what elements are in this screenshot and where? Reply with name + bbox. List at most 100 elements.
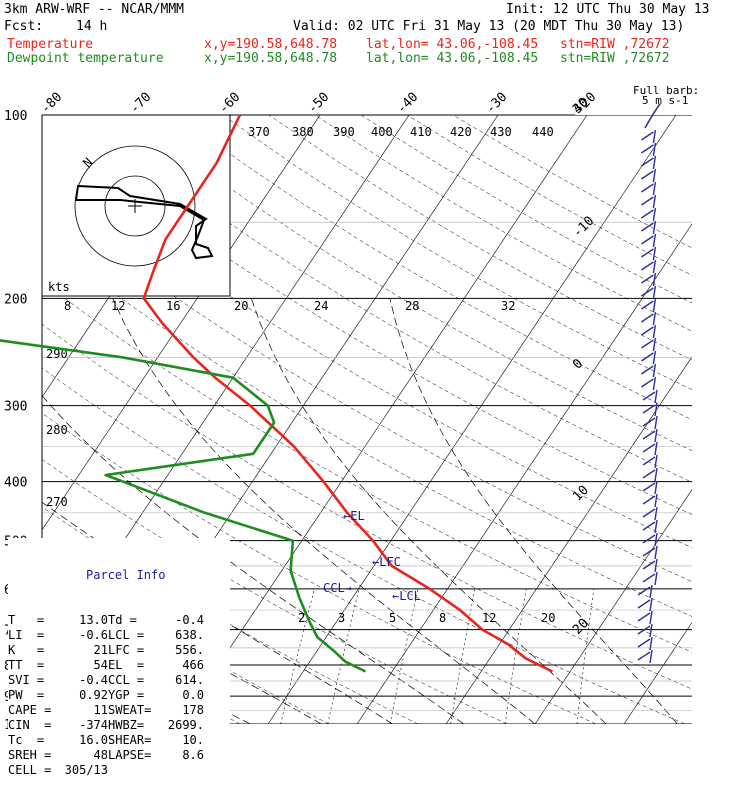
parcel-info-cell: 305/13 (56, 763, 108, 778)
wind-barb (641, 130, 655, 143)
wind-barb-staff (653, 364, 655, 377)
parcel-marker-el: ←EL (343, 509, 365, 523)
wind-barb-flag (643, 470, 655, 478)
wind-barb-staff (655, 455, 657, 468)
wind-barb-flag (641, 275, 653, 283)
wind-barb-staff (650, 611, 652, 624)
wind-barb (641, 208, 655, 221)
wind-barb (643, 572, 657, 585)
theta-label: 380 (292, 125, 314, 139)
wind-barb-flag (641, 236, 653, 244)
wind-barb-flag (643, 548, 655, 556)
temperature-tick-label: 10 (570, 483, 592, 505)
wind-barb-staff (655, 468, 657, 481)
wind-barb-staff (653, 234, 655, 247)
temperature-tick-label: -70 (127, 90, 154, 117)
speed-label: 16 (166, 299, 180, 313)
temperature-tick-label: 20 (570, 616, 592, 638)
mixing-ratio-line (451, 589, 475, 724)
theta-label: 400 (371, 125, 393, 139)
wind-barb-staff (653, 286, 655, 299)
wind-barb (643, 520, 657, 533)
parcel-info-cell: 10. (160, 733, 204, 748)
parcel-info-cell: -0.4 (160, 613, 204, 628)
wind-barb (641, 260, 655, 273)
wind-barb-flag (641, 379, 653, 387)
wind-barb-staff (653, 260, 655, 273)
speed-label: 24 (314, 299, 328, 313)
wind-barb-staff (655, 533, 657, 546)
wind-barb-flag (643, 535, 655, 543)
wind-barb-flag (641, 262, 653, 270)
speed-label: 8 (64, 299, 71, 313)
isotherm (713, 115, 740, 724)
theta-label: 420 (450, 125, 472, 139)
parcel-info-cell: CCL = (108, 673, 160, 688)
parcel-info-cell: 0.92 (56, 688, 108, 703)
wind-barb-flag (641, 327, 653, 335)
wind-barb-staff (653, 208, 655, 221)
temperature-tick-label: -60 (216, 90, 243, 117)
wind-barb (641, 338, 655, 351)
theta-label: 390 (333, 125, 355, 139)
wind-barb-staff (650, 598, 652, 611)
mixing-ratio-line (577, 589, 594, 724)
wind-barb-staff (655, 494, 657, 507)
speed-label: 12 (111, 299, 125, 313)
wind-barb (643, 559, 657, 572)
wind-barb (643, 507, 657, 520)
wind-barb-flag (638, 639, 650, 647)
wind-barb-flag (641, 171, 653, 179)
wind-barb-flag (641, 158, 653, 166)
wind-barb-staff (655, 390, 657, 403)
parcel-info-cell: HWBZ= (108, 718, 160, 733)
wind-barb-staff (653, 338, 655, 351)
hodograph-kts-label: kts (48, 280, 70, 294)
dry-adiabat (177, 115, 740, 724)
dry-adiabat (361, 115, 740, 724)
parcel-info-title: Parcel Info (8, 568, 230, 583)
theta-label: 410 (410, 125, 432, 139)
parcel-info-cell: 8.6 (160, 748, 204, 763)
parcel-info-cell: 466 (160, 658, 204, 673)
wind-barb (641, 182, 655, 195)
wind-barb-flag (643, 444, 655, 452)
parcel-info-cell: -374 (56, 718, 108, 733)
wind-barb-staff (653, 312, 655, 325)
moist-adiabat (390, 298, 678, 724)
wind-barb-staff (653, 156, 655, 169)
dry-adiabat (315, 115, 740, 724)
wind-barb-staff (655, 481, 657, 494)
wind-barb-staff (655, 507, 657, 520)
temperature-tick-label: -50 (305, 90, 332, 117)
parcel-info-cell: SREH = (8, 748, 56, 763)
parcel-info-cell: LFC = (108, 643, 160, 658)
isotherm (179, 115, 587, 724)
wind-barb-flag (641, 132, 653, 140)
mixing-ratio-label: 20 (541, 611, 555, 625)
wind-barb-flag (641, 340, 653, 348)
speed-label: 20 (234, 299, 248, 313)
wind-barb (641, 195, 655, 208)
isotherm (357, 115, 740, 724)
temperature-tick-label: -80 (38, 90, 65, 117)
wind-barb-flag (643, 561, 655, 569)
wind-barb-staff (653, 130, 655, 143)
wind-barb (641, 156, 655, 169)
mixing-ratio-label: 3 (338, 611, 345, 625)
parcel-info-cell: 11 (56, 703, 108, 718)
parcel-info-cell: CELL = (8, 763, 56, 778)
isotherm (535, 115, 740, 724)
parcel-info-cell: SWEAT= (108, 703, 160, 718)
pressure-tick-label: 300 (4, 400, 27, 415)
wind-barb (641, 299, 655, 312)
